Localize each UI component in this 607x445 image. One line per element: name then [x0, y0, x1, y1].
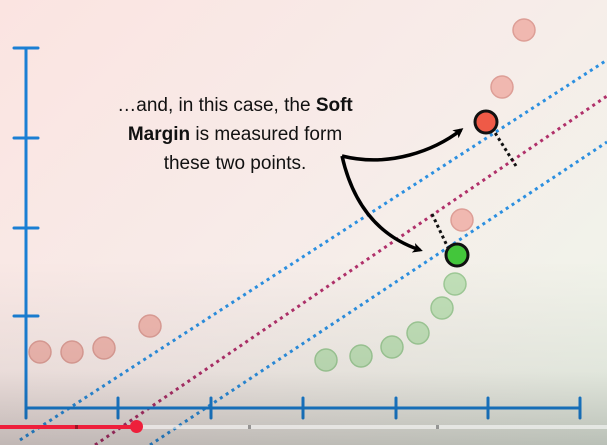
- upper-margin-line: [19, 58, 607, 442]
- green-support-point: [444, 242, 470, 268]
- green-point-faded: [314, 348, 338, 372]
- arrow-to-green-point: [340, 155, 423, 253]
- green-point-faded: [443, 272, 467, 296]
- caption-line2-text: is measured form: [190, 124, 343, 145]
- red-point-faded: [60, 340, 84, 364]
- chapter-marker: [248, 425, 251, 429]
- faded-green-points: [314, 272, 467, 372]
- video-progress-bar[interactable]: [0, 420, 607, 433]
- distance-connector-green: [430, 213, 452, 253]
- scrubber-handle[interactable]: [129, 420, 143, 433]
- red-point-faded: [490, 75, 514, 99]
- arrow-to-red-point: [341, 128, 464, 162]
- x-axis: [24, 396, 582, 420]
- annotation-caption: …and, in this case, the Soft Margin is m…: [70, 91, 400, 178]
- red-support-point: [473, 109, 499, 135]
- red-point-faded: [28, 340, 52, 364]
- chapter-marker: [436, 425, 439, 429]
- chapter-marker: [75, 425, 78, 429]
- caption-line1-text: …and, in this case, the: [117, 95, 316, 116]
- green-point-faded: [406, 321, 430, 345]
- caption-line3-text: these two points.: [163, 153, 307, 174]
- green-point-faded: [430, 296, 454, 320]
- classifier-line: [94, 94, 607, 445]
- red-point-faded: [512, 18, 536, 42]
- faded-red-points: [28, 18, 536, 364]
- red-point-faded: [138, 314, 162, 338]
- green-point-faded: [349, 344, 373, 368]
- red-point-faded: [92, 336, 116, 360]
- caption-margin-bold: Margin: [127, 124, 191, 145]
- distance-connector-red: [490, 127, 518, 167]
- green-point-faded: [380, 335, 404, 359]
- lower-margin-line: [149, 140, 607, 445]
- y-axis: [12, 46, 40, 410]
- caption-soft-bold: Soft: [315, 95, 353, 116]
- progress-played: [0, 425, 136, 429]
- red-point-faded: [450, 208, 474, 232]
